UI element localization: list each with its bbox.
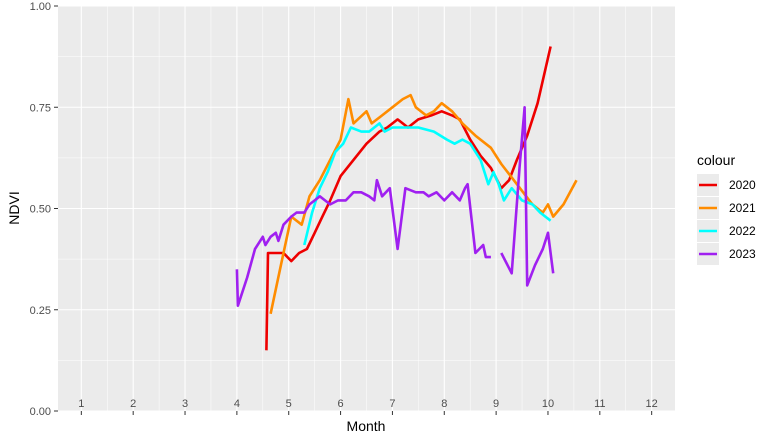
- x-tick-label: 11: [594, 398, 605, 410]
- x-tick-label: 4: [234, 398, 240, 410]
- x-tick-label: 7: [389, 398, 395, 410]
- legend: colour 2020 2021 2022 2023: [697, 152, 756, 265]
- x-tick-label: 8: [441, 398, 447, 410]
- legend-title: colour: [697, 152, 735, 168]
- x-tick-label: 2: [130, 398, 136, 410]
- axes: 0.000.250.500.751.001 2 3 4 5 6 7 8 9 10 11 12: [30, 1, 658, 418]
- y-tick-label: 0.00: [30, 406, 51, 418]
- x-tick-label: 10: [542, 398, 554, 410]
- x-tick-label: 6: [338, 398, 344, 410]
- y-tick-label: 0.75: [30, 102, 51, 114]
- gridlines: [58, 5, 675, 412]
- y-tick-label: 1.00: [30, 1, 51, 13]
- y-tick-label: 0.25: [30, 305, 51, 317]
- y-axis-title: NDVI: [6, 191, 22, 224]
- x-axis-title: Month: [347, 418, 386, 434]
- legend-label-2022: 2022: [729, 224, 756, 238]
- y-tick-label: 0.50: [30, 204, 51, 216]
- series-line-2021: [269, 93, 578, 315]
- legend-label-2021: 2021: [729, 201, 756, 215]
- series-line-2023: [235, 106, 555, 307]
- legend-label-2023: 2023: [729, 247, 756, 261]
- x-tick-label: 5: [286, 398, 292, 410]
- legend-label-2020: 2020: [729, 178, 756, 192]
- series-lines: [235, 46, 578, 351]
- x-tick-label: 12: [646, 398, 658, 410]
- x-tick-label: 1: [78, 398, 84, 410]
- x-tick-label: 9: [493, 398, 499, 410]
- x-tick-label: 3: [182, 398, 188, 410]
- series-line-2022: [303, 122, 552, 246]
